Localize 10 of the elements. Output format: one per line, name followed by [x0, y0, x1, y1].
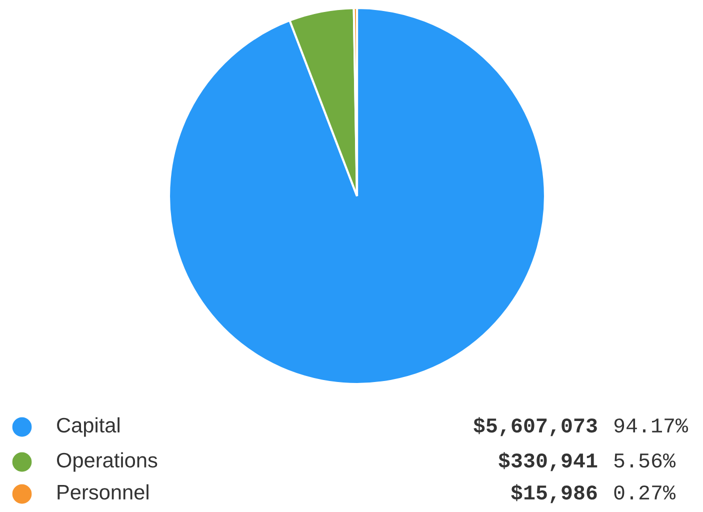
text: 0.27% [614, 485, 676, 500]
data-label: $15,986 [511, 484, 597, 504]
pie-slice [168, 6, 546, 386]
text: 94.17% [614, 418, 688, 433]
data-label: $330,941 [498, 452, 598, 472]
text: 5.56% [614, 453, 676, 468]
data-label: $5,607,073 [474, 417, 597, 436]
legend-label: Personnel [58, 484, 148, 500]
legend-label: Capital [57, 417, 120, 437]
legend-label: Operations [56, 452, 158, 472]
